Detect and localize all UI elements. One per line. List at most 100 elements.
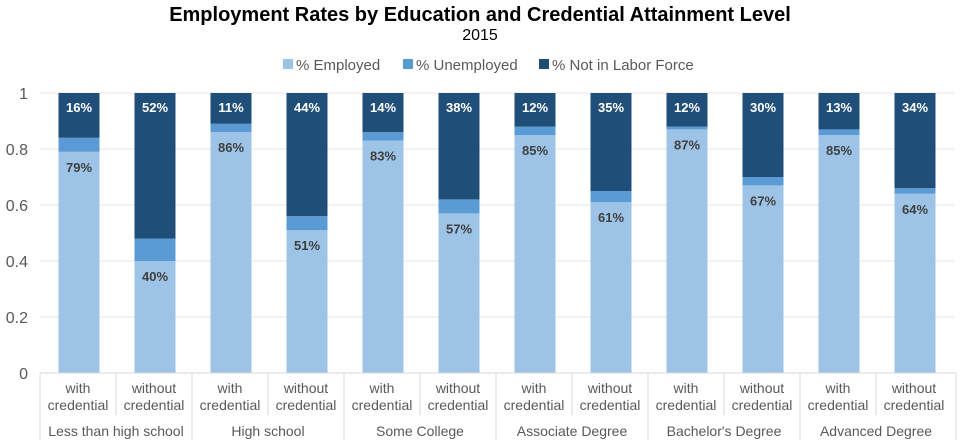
bar-segment [742, 177, 784, 186]
x-subcategory-label: without [435, 380, 480, 396]
x-subcategory-label: with [825, 380, 851, 396]
legend-swatch [539, 59, 549, 69]
chart-title: Employment Rates by Education and Creden… [169, 4, 791, 26]
bar-segment [894, 93, 936, 189]
bar-segment [134, 238, 176, 261]
x-subcategory-label: with [217, 380, 243, 396]
bar-segment [818, 135, 860, 373]
chart-subtitle: 2015 [462, 27, 498, 44]
data-label: 44% [294, 100, 320, 115]
bar-segment [362, 132, 404, 141]
bar-segment [286, 230, 328, 373]
x-subcategory-label: credential [124, 397, 185, 413]
y-tick-label: 0.4 [6, 254, 28, 271]
bar-segment [514, 126, 556, 135]
bar-segment [438, 93, 480, 200]
bar-segment [590, 191, 632, 203]
bar-segment [666, 126, 708, 130]
bar-segment [590, 93, 632, 191]
x-subcategory-label: credential [732, 397, 793, 413]
x-subcategory-label: without [283, 380, 328, 396]
data-label: 14% [370, 100, 396, 115]
plot-area: 00.20.40.60.8179%16%withcredential40%52%… [6, 86, 957, 440]
bar-segment [58, 137, 100, 152]
x-subcategory-label: credential [504, 397, 565, 413]
y-tick-label: 0.2 [6, 310, 28, 327]
data-label: 12% [522, 100, 548, 115]
bar-segment [818, 93, 860, 130]
legend-label: % Unemployed [416, 57, 518, 74]
y-tick-label: 0.6 [6, 198, 28, 215]
data-label: 51% [294, 238, 320, 253]
data-label: 11% [218, 100, 244, 115]
x-subcategory-label: credential [656, 397, 717, 413]
data-label: 34% [902, 100, 928, 115]
x-subcategory-label: credential [200, 397, 261, 413]
legend-swatch [403, 59, 413, 69]
x-group-label: Associate Degree [517, 423, 628, 439]
x-group-label: Some College [376, 423, 464, 439]
bar-segment [134, 261, 176, 373]
bar-segment [210, 123, 252, 133]
bar-segment [438, 213, 480, 373]
bar-segment [818, 129, 860, 135]
bar-segment [894, 188, 936, 194]
bar-segment [362, 140, 404, 373]
bar-segment [742, 185, 784, 373]
bar-segment [58, 93, 100, 138]
bar-segment [286, 93, 328, 217]
data-label: 85% [522, 143, 548, 158]
data-label: 83% [370, 149, 396, 164]
data-label: 61% [598, 210, 624, 225]
data-label: 35% [598, 100, 624, 115]
data-label: 67% [750, 193, 776, 208]
data-label: 12% [674, 100, 700, 115]
x-subcategory-label: with [521, 380, 547, 396]
bar-segment [666, 129, 708, 373]
data-label: 86% [218, 140, 244, 155]
legend-swatch [283, 59, 293, 69]
bar-segment [894, 193, 936, 373]
bar-segment [590, 202, 632, 373]
y-tick-label: 0 [19, 366, 28, 383]
x-subcategory-label: credential [808, 397, 869, 413]
x-group-label: Less than high school [48, 423, 183, 439]
x-subcategory-label: credential [884, 397, 945, 413]
x-subcategory-label: without [131, 380, 176, 396]
data-label: 64% [902, 202, 928, 217]
data-label: 38% [446, 100, 472, 115]
legend-label: % Employed [296, 57, 380, 74]
data-label: 13% [826, 100, 852, 115]
bar-segment [210, 93, 252, 124]
data-label: 57% [446, 221, 472, 236]
x-group-label: Bachelor's Degree [667, 423, 782, 439]
data-label: 87% [674, 137, 700, 152]
x-subcategory-label: with [673, 380, 699, 396]
y-tick-label: 1 [19, 86, 28, 103]
bar-segment [514, 93, 556, 127]
legend: % Employed % Unemployed % Not in Labor For… [283, 57, 694, 74]
x-group-label: High school [231, 423, 304, 439]
bar-segment [362, 93, 404, 133]
x-subcategory-label: credential [580, 397, 641, 413]
x-subcategory-label: with [369, 380, 395, 396]
x-subcategory-label: credential [48, 397, 109, 413]
bar-segment [58, 151, 100, 373]
bar-segment [514, 135, 556, 373]
bar-segment [666, 93, 708, 127]
x-subcategory-label: without [739, 380, 784, 396]
x-subcategory-label: credential [352, 397, 413, 413]
data-label: 30% [750, 100, 776, 115]
bar-segment [742, 93, 784, 177]
legend-label: % Not in Labor Force [552, 57, 694, 74]
bar-segment [134, 93, 176, 239]
data-label: 16% [66, 100, 92, 115]
x-subcategory-label: credential [428, 397, 489, 413]
data-label: 79% [66, 160, 92, 175]
x-group-label: Advanced Degree [820, 423, 932, 439]
data-label: 52% [142, 100, 168, 115]
bar-segment [286, 216, 328, 231]
bar-segment [438, 199, 480, 214]
